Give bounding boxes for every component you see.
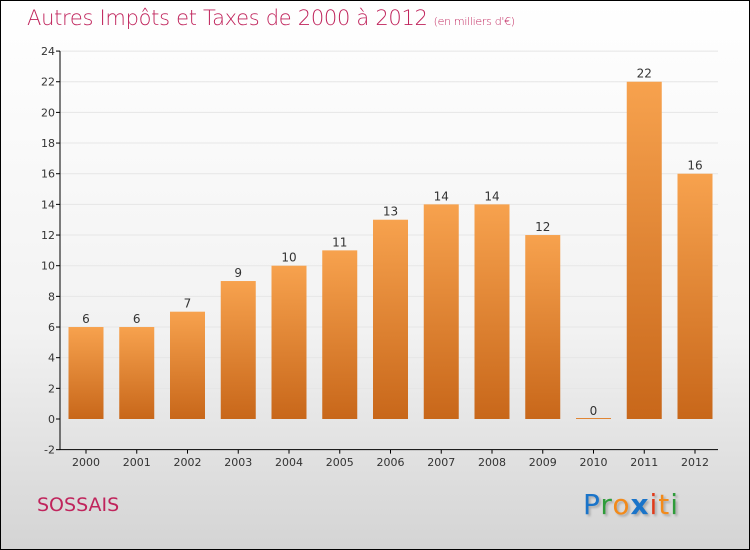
y-tick-label: 10 [41, 260, 55, 273]
x-tick-label: 2003 [224, 456, 252, 469]
logo-letter: i [670, 488, 680, 521]
bar-2007 [423, 204, 459, 419]
bar-2004 [271, 265, 307, 419]
bar-2006 [373, 219, 408, 419]
town-name: SOSSAIS [37, 494, 120, 516]
chart-subtitle: (en milliers d'€) [433, 15, 515, 28]
data-label-2011: 22 [637, 67, 652, 81]
data-label-2012: 16 [687, 159, 702, 173]
x-tick-label: 2002 [174, 456, 202, 469]
data-label-2000: 6 [82, 312, 90, 326]
y-tick-label: 18 [41, 137, 55, 150]
x-tick-label: 2007 [427, 456, 455, 469]
x-tick-label: 2000 [72, 456, 100, 469]
data-label-2010: 0 [590, 404, 598, 418]
x-tick-label: 2010 [580, 456, 608, 469]
data-label-2001: 6 [133, 312, 141, 326]
x-tick-label: 2005 [326, 456, 354, 469]
data-label-2009: 12 [535, 220, 550, 234]
chart-title: Autres Impôts et Taxes de 2000 à 2012 (en… [27, 6, 515, 30]
logo-letter: t [658, 488, 671, 521]
y-tick-label: -2 [44, 444, 55, 457]
data-label-2003: 9 [234, 266, 242, 280]
bar-2009 [525, 235, 561, 419]
y-tick-label: 4 [48, 352, 55, 365]
y-tick-label: 8 [48, 290, 55, 303]
y-tick-label: 0 [48, 413, 55, 426]
data-label-2004: 10 [281, 251, 296, 265]
logo-letter: r [600, 488, 613, 521]
y-tick-label: 24 [41, 45, 55, 58]
y-tick-label: 12 [41, 229, 55, 242]
proxiti-logo[interactable]: Proxiti [583, 488, 679, 521]
data-label-2008: 14 [484, 189, 499, 203]
logo-letter: P [583, 488, 601, 521]
bar-2000 [68, 327, 104, 419]
y-tick-label: 20 [41, 106, 55, 119]
logo-letter: x [630, 488, 650, 521]
bar-2010 [576, 418, 611, 419]
x-tick-label: 2006 [377, 456, 405, 469]
bar-2001 [119, 327, 155, 419]
y-tick-label: 2 [48, 382, 55, 395]
y-tick-label: 14 [41, 198, 55, 211]
y-tick-label: 22 [41, 76, 55, 89]
y-tick-label: 16 [41, 168, 55, 181]
bar-2005 [322, 250, 358, 419]
y-tick-label: 6 [48, 321, 55, 334]
x-tick-label: 2011 [630, 456, 658, 469]
data-label-2006: 13 [383, 205, 398, 219]
data-label-2007: 14 [434, 189, 449, 203]
bar-2008 [474, 204, 510, 419]
title-text: Autres Impôts et Taxes de 2000 à 2012 [27, 6, 428, 30]
bar-2002 [170, 311, 205, 419]
data-label-2002: 7 [184, 297, 192, 311]
x-tick-label: 2009 [529, 456, 557, 469]
bar-2012 [677, 173, 713, 419]
bar-2003 [220, 281, 256, 419]
x-tick-label: 2004 [275, 456, 303, 469]
x-tick-label: 2008 [478, 456, 506, 469]
data-label-2005: 11 [332, 235, 347, 249]
logo-letter: o [612, 488, 631, 521]
logo-letter: i [649, 488, 659, 521]
bar-2011 [626, 81, 662, 420]
x-tick-label: 2012 [681, 456, 709, 469]
x-tick-label: 2001 [123, 456, 151, 469]
